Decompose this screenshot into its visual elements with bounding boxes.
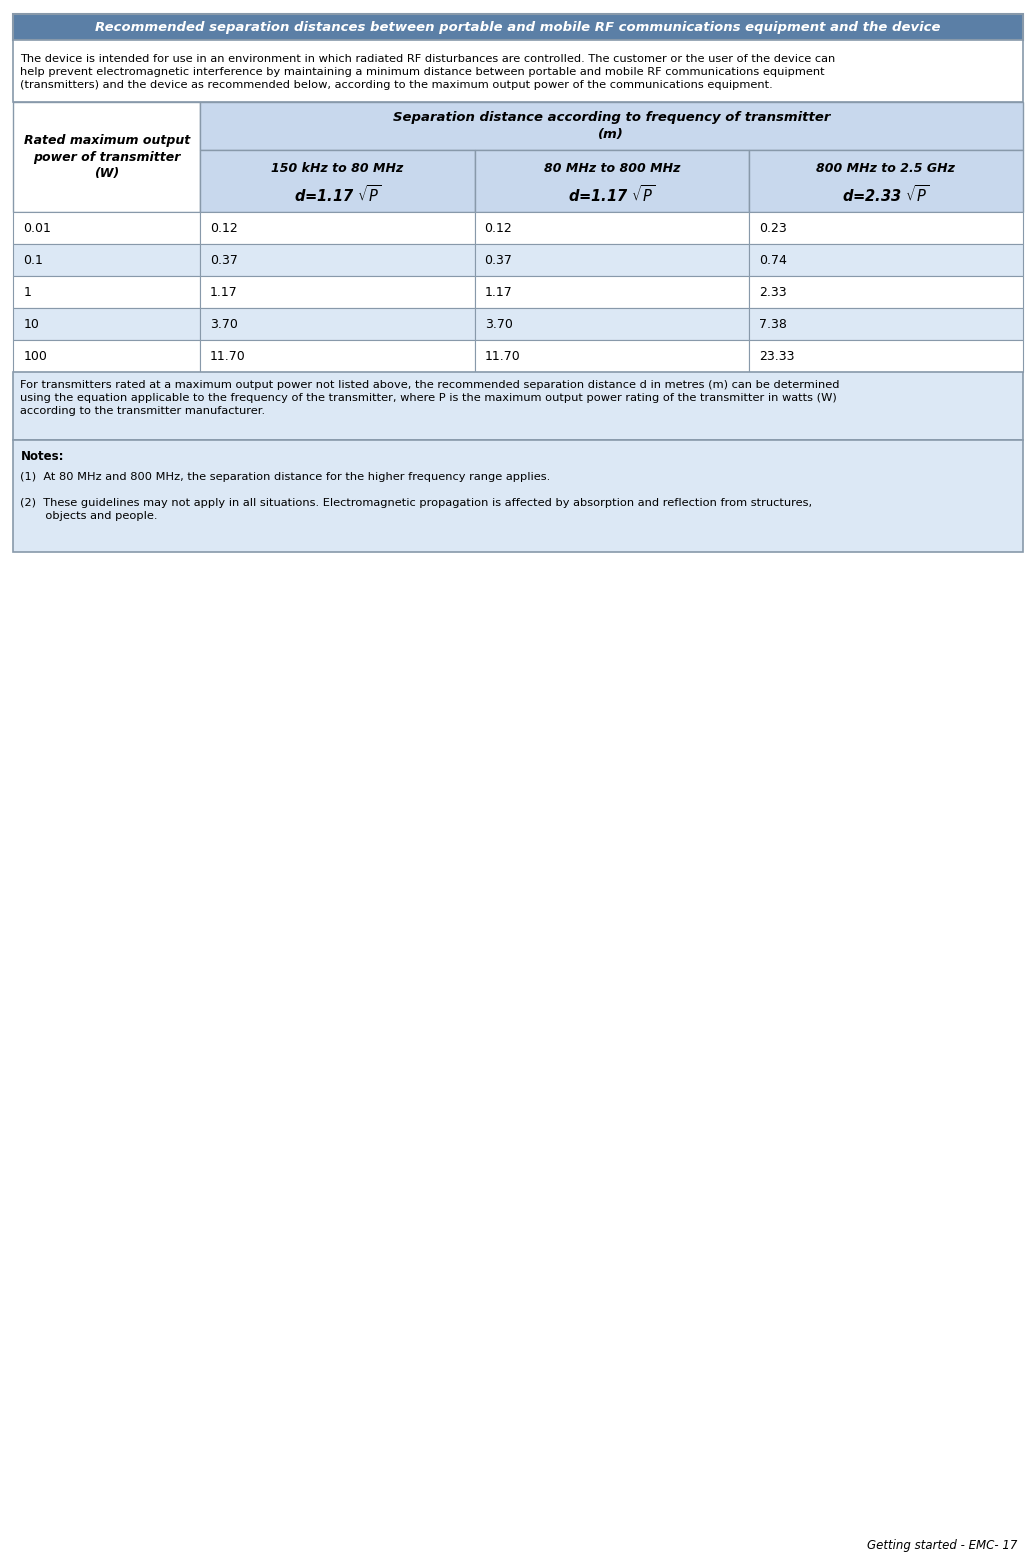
Text: d=1.17 $\sqrt{P}$: d=1.17 $\sqrt{P}$	[568, 183, 656, 205]
Text: 1.17: 1.17	[210, 285, 238, 298]
Bar	[200, 245, 474, 276]
Text: (2)  These guidelines may not apply in all situations. Electromagnetic propagati: (2) These guidelines may not apply in al…	[21, 499, 812, 521]
Text: Recommended separation distances between portable and mobile RF communications e: Recommended separation distances between…	[95, 20, 941, 33]
Bar	[13, 41, 1023, 102]
Text: Separation distance according to frequency of transmitter
(m): Separation distance according to frequen…	[393, 111, 830, 141]
Bar	[200, 212, 474, 245]
Bar	[13, 307, 200, 340]
Text: 0.23: 0.23	[759, 221, 786, 235]
Bar	[749, 307, 1023, 340]
Bar	[749, 245, 1023, 276]
Text: 0.12: 0.12	[485, 221, 513, 235]
Text: 3.70: 3.70	[485, 317, 513, 331]
Text: For transmitters rated at a maximum output power not listed above, the recommend: For transmitters rated at a maximum outp…	[21, 379, 840, 416]
Bar	[200, 151, 474, 212]
Text: 0.37: 0.37	[485, 254, 513, 267]
Text: 11.70: 11.70	[210, 350, 246, 362]
Bar	[474, 307, 749, 340]
Text: 0.12: 0.12	[210, 221, 238, 235]
Bar	[749, 276, 1023, 307]
Text: d=1.17 $\sqrt{P}$: d=1.17 $\sqrt{P}$	[294, 183, 381, 205]
Text: 80 MHz to 800 MHz: 80 MHz to 800 MHz	[544, 162, 680, 176]
Text: 3.70: 3.70	[210, 317, 238, 331]
Bar	[474, 212, 749, 245]
Bar	[200, 340, 474, 372]
Bar	[13, 276, 200, 307]
Text: 800 MHz to 2.5 GHz: 800 MHz to 2.5 GHz	[816, 162, 955, 176]
Text: The device is intended for use in an environment in which radiated RF disturbanc: The device is intended for use in an env…	[21, 53, 836, 89]
Text: Getting started - EMC- 17: Getting started - EMC- 17	[867, 1540, 1017, 1552]
Text: 1.17: 1.17	[485, 285, 513, 298]
Text: 0.74: 0.74	[759, 254, 787, 267]
Text: Notes:: Notes:	[21, 450, 64, 463]
Text: 100: 100	[24, 350, 48, 362]
Bar	[749, 212, 1023, 245]
Bar	[13, 441, 1023, 552]
Text: 1: 1	[24, 285, 31, 298]
Bar	[200, 276, 474, 307]
Text: 0.37: 0.37	[210, 254, 238, 267]
Bar	[749, 151, 1023, 212]
Bar	[749, 340, 1023, 372]
Bar	[474, 245, 749, 276]
Text: 0.1: 0.1	[24, 254, 44, 267]
Text: 0.01: 0.01	[24, 221, 52, 235]
Bar	[13, 245, 200, 276]
Bar	[13, 102, 200, 212]
Text: 2.33: 2.33	[759, 285, 786, 298]
Text: 150 kHz to 80 MHz: 150 kHz to 80 MHz	[271, 162, 403, 176]
Text: d=2.33 $\sqrt{P}$: d=2.33 $\sqrt{P}$	[842, 183, 929, 205]
Text: 7.38: 7.38	[759, 317, 787, 331]
Bar	[13, 340, 200, 372]
Bar	[474, 340, 749, 372]
Bar	[13, 14, 1023, 41]
Text: 11.70: 11.70	[485, 350, 520, 362]
Text: 10: 10	[24, 317, 39, 331]
Bar	[474, 276, 749, 307]
Text: (1)  At 80 MHz and 800 MHz, the separation distance for the higher frequency ran: (1) At 80 MHz and 800 MHz, the separatio…	[21, 472, 551, 481]
Bar	[200, 307, 474, 340]
Text: Rated maximum output
power of transmitter
(W): Rated maximum output power of transmitte…	[24, 133, 190, 180]
Bar	[474, 151, 749, 212]
Bar	[13, 372, 1023, 441]
Bar	[200, 102, 1023, 151]
Text: 23.33: 23.33	[759, 350, 795, 362]
Bar	[13, 212, 200, 245]
